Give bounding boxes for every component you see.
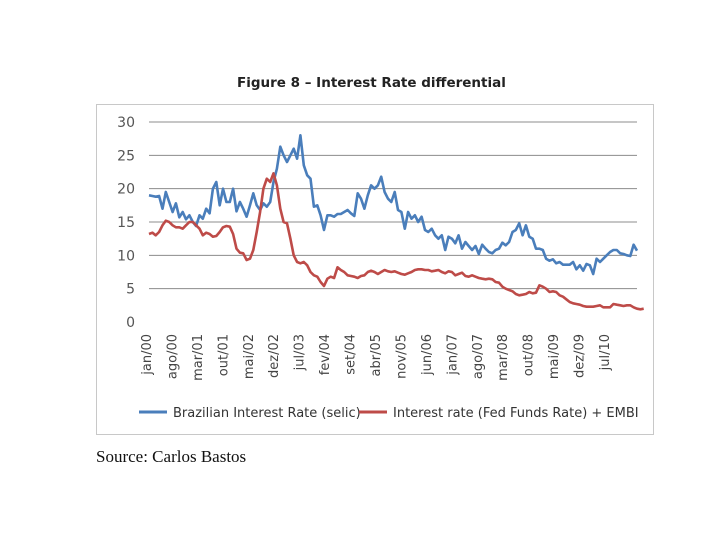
x-tick-label: fev/04 [318,334,333,375]
y-tick-label: 30 [117,115,135,131]
legend-label-embi: Interest rate (Fed Funds Rate) + EMBI [393,406,639,421]
figure-title: Figure 8 – Interest Rate differential [237,75,506,91]
source-caption: Source: Carlos Bastos [96,447,247,466]
x-tick-label: jan/07 [445,334,460,376]
x-tick-label: jun/06 [420,334,435,376]
x-tick-label: mar/08 [496,334,511,381]
x-tick-label: dez/02 [267,334,282,378]
series-line-selic [148,133,639,276]
y-tick-label: 0 [126,315,135,331]
x-tick-label: nov/05 [394,334,409,379]
x-tick-label: mai/09 [547,334,562,379]
x-tick-label: jan/00 [140,334,155,376]
x-tick-label: mai/02 [242,334,257,379]
y-tick-label: 5 [126,282,135,298]
x-tick-label: set/04 [344,334,359,375]
x-tick-label: abr/05 [369,334,384,377]
x-tick-label: out/08 [522,334,537,376]
series-line-fed-funds-embi [148,172,644,311]
y-tick-label: 10 [117,248,135,264]
chart-frame: 0 5 10 15 20 25 30 jan/00 ago/00 mar/01 out/01 mai/… [96,104,654,435]
y-tick-label: 20 [117,182,135,198]
x-tick-label: ago/07 [471,334,486,379]
y-tick-label: 15 [117,215,135,231]
x-tick-label: jul/10 [598,334,613,371]
x-tick-label: jul/03 [293,334,308,371]
x-tick-label: ago/00 [165,334,180,379]
x-tick-label: mar/01 [191,334,206,381]
x-tick-label: out/01 [216,334,231,376]
y-tick-label: 25 [117,148,135,164]
legend-label-selic: Brazilian Interest Rate (selic) [173,406,361,421]
line-chart: 0 5 10 15 20 25 30 jan/00 ago/00 mar/01 out/01 mai/… [117,115,644,421]
x-tick-label: dez/09 [573,334,588,378]
